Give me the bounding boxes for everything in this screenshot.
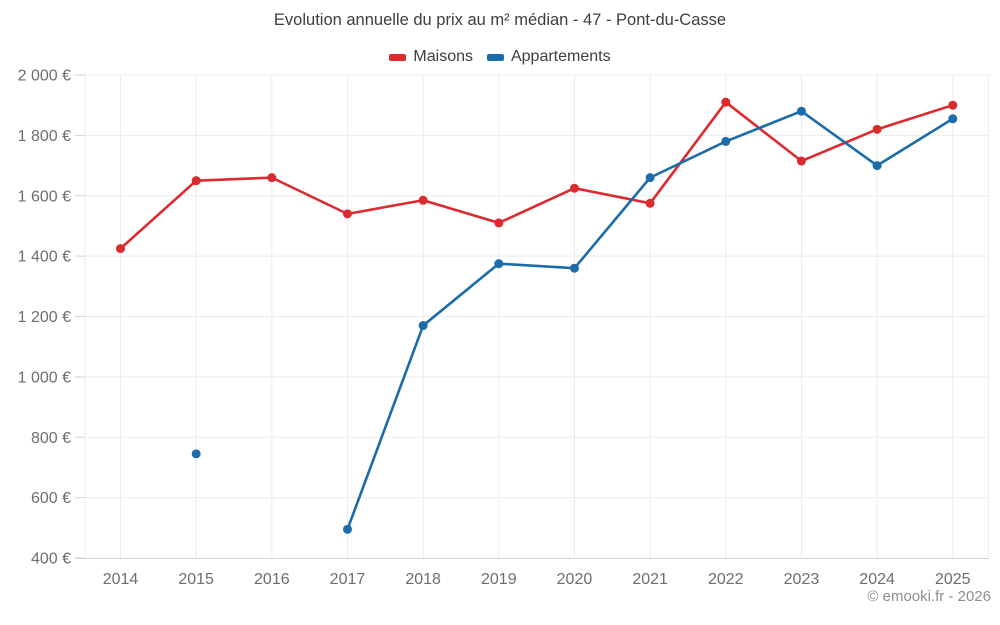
legend-label-appartements: Appartements [510,48,611,65]
x-tick-label: 2016 [254,571,290,588]
x-tick-label: 2025 [935,571,971,588]
data-point-appartements-2015 [191,449,201,459]
x-tick-label: 2023 [784,571,820,588]
legend: Maisons Appartements [0,46,1000,68]
x-tick-label: 2024 [859,571,895,588]
y-tick-label: 600 € [31,490,71,507]
data-point-maisons-2017 [342,209,352,219]
data-point-maisons-2024 [872,124,882,134]
x-tick-label: 2015 [178,571,214,588]
data-point-appartements-2025 [948,114,958,124]
data-point-appartements-2018 [418,321,428,331]
series-line-maisons [119,100,955,250]
x-tick-label: 2020 [557,571,593,588]
x-tick-label: 2018 [405,571,441,588]
legend-swatch-maisons [389,53,407,61]
data-point-appartements-2022 [721,136,731,146]
data-point-appartements-2023 [796,106,806,116]
data-point-maisons-2021 [645,198,655,208]
x-tick-label: 2014 [103,571,139,588]
x-tick-label: 2022 [708,571,744,588]
data-point-maisons-2025 [948,100,958,110]
data-point-appartements-2024 [872,161,882,171]
y-tick-label: 1 600 € [18,188,71,205]
x-tick-label: 2017 [330,571,366,588]
x-tick-label: 2019 [481,571,517,588]
legend-item-appartements[interactable]: Appartements [486,48,611,66]
chart-title: Evolution annuelle du prix au m² médian … [273,11,727,29]
y-tick-label: 1 000 € [18,369,71,386]
data-point-maisons-2019 [494,218,504,228]
legend-swatch-appartements [486,53,504,61]
data-point-appartements-2020 [569,263,579,273]
y-tick-label: 1 400 € [18,249,71,266]
x-tick-label: 2021 [632,571,668,588]
legend-item-maisons[interactable]: Maisons [389,48,473,66]
y-tick-label: 400 € [31,551,71,568]
y-tick-label: 1 800 € [18,128,71,145]
data-point-maisons-2016 [267,173,277,183]
data-point-maisons-2018 [418,195,428,205]
data-point-maisons-2015 [191,176,201,186]
data-point-maisons-2023 [796,156,806,166]
watermark-credit: © emooki.fr - 2026 [867,588,991,605]
data-point-appartements-2019 [494,259,504,269]
y-tick-label: 800 € [31,430,71,447]
data-point-maisons-2014 [116,244,125,254]
data-point-maisons-2020 [569,183,579,193]
y-tick-label: 2 000 € [18,68,71,85]
data-point-appartements-2021 [645,173,655,183]
legend-label-maisons: Maisons [413,48,473,65]
y-tick-label: 1 200 € [18,309,71,326]
data-point-maisons-2022 [721,97,731,107]
data-point-appartements-2017 [342,524,352,534]
